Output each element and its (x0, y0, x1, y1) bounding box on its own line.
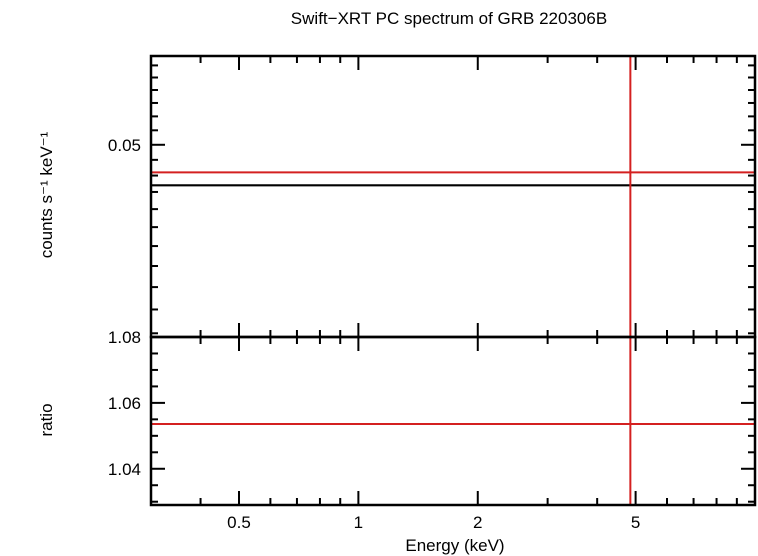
y-axis-label-spectrum: counts s⁻¹ keV⁻¹ (37, 131, 56, 258)
x-tick-label: 5 (631, 513, 640, 532)
x-tick-label: 2 (473, 513, 482, 532)
x-axis-label: Energy (keV) (405, 536, 504, 555)
tick-label-layer: 0.5 1 2 5 0.05 1.04 1.06 1.08 (108, 136, 640, 532)
chart-title: Swift−XRT PC spectrum of GRB 220306B (291, 9, 607, 28)
y-tick-label-spectrum: 0.05 (108, 136, 141, 155)
x-tick-label: 1 (354, 513, 363, 532)
ratio-panel-frame (149, 335, 757, 507)
frame-layer (149, 54, 757, 507)
y-tick-label-ratio: 1.06 (108, 394, 141, 413)
y-tick-label-ratio: 1.04 (108, 460, 141, 479)
y-axis-label-ratio: ratio (37, 403, 56, 436)
tick-layer (150, 56, 756, 505)
spectrum-panel-frame (149, 54, 757, 339)
x-tick-label: 0.5 (227, 513, 251, 532)
y-tick-label-ratio: 1.08 (108, 328, 141, 347)
data-layer (151, 56, 755, 505)
